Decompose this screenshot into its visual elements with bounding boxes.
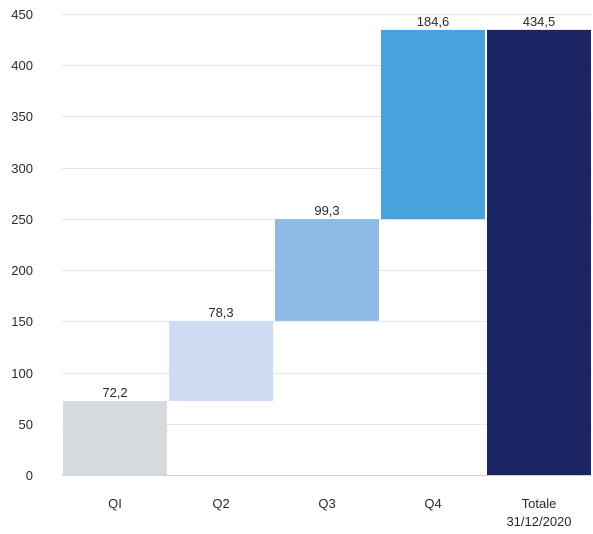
bar-1 bbox=[63, 401, 167, 475]
bar-3 bbox=[275, 219, 379, 321]
x-axis: QI Q2 Q3 Q4 Totale 31/12/2020 bbox=[108, 496, 571, 529]
y-tick-label: 350 bbox=[11, 109, 33, 124]
y-tick-label: 400 bbox=[11, 58, 33, 73]
category-label: Q3 bbox=[318, 496, 335, 511]
category-label: Q2 bbox=[212, 496, 229, 511]
y-axis: 0 50 100 150 200 250 300 350 400 450 bbox=[11, 7, 33, 483]
y-tick-label: 450 bbox=[11, 7, 33, 22]
data-labels: 72,2 78,3 99,3 184,6 434,5 bbox=[102, 14, 555, 400]
y-tick-label: 300 bbox=[11, 161, 33, 176]
bar-5 bbox=[487, 29, 591, 476]
y-tick-label: 150 bbox=[11, 314, 33, 329]
y-tick-label: 50 bbox=[19, 417, 33, 432]
bar-4 bbox=[381, 29, 485, 220]
category-label: QI bbox=[108, 496, 122, 511]
data-label: 184,6 bbox=[417, 14, 450, 29]
y-tick-label: 100 bbox=[11, 366, 33, 381]
category-label: 31/12/2020 bbox=[506, 514, 571, 529]
data-label: 78,3 bbox=[208, 305, 233, 320]
y-tick-label: 200 bbox=[11, 263, 33, 278]
bars bbox=[63, 29, 591, 476]
data-label: 434,5 bbox=[523, 14, 556, 29]
data-label: 72,2 bbox=[102, 385, 127, 400]
data-label: 99,3 bbox=[314, 203, 339, 218]
y-tick-label: 250 bbox=[11, 212, 33, 227]
category-label: Totale bbox=[522, 496, 557, 511]
y-tick-label: 0 bbox=[26, 468, 33, 483]
bar-2 bbox=[169, 320, 273, 402]
category-label: Q4 bbox=[424, 496, 441, 511]
